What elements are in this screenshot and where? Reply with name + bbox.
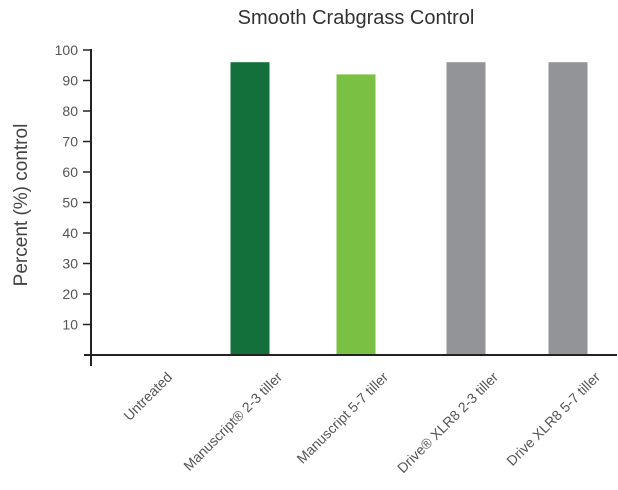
bar: [230, 62, 270, 355]
y-tick-label: 70: [62, 134, 78, 150]
chart-title: Smooth Crabgrass Control: [238, 7, 475, 29]
y-tick-label: 20: [62, 286, 78, 302]
y-tick-label: 80: [62, 103, 78, 119]
y-tick-label: 40: [62, 225, 78, 241]
bar: [336, 74, 376, 356]
y-tick-label: 50: [62, 195, 78, 211]
x-labels-group: Untreated Manuscript® 2-3 tiller Manuscrip…: [120, 369, 603, 476]
y-tick-label: 30: [62, 256, 78, 272]
x-category-label: Untreated: [120, 369, 175, 424]
bar: [548, 62, 588, 355]
y-tick-label: 100: [55, 42, 79, 58]
y-axis-label: Percent (%) control: [11, 124, 32, 287]
x-category-label: Manuscript 5-7 tiller: [293, 369, 391, 467]
x-category-label: Manuscript® 2-3 tiller: [180, 369, 285, 474]
x-category-label: Drive XLR8 5-7 tiller: [503, 369, 603, 469]
y-ticks-group: 10 20 30 40 50 60 70 80 90 100: [55, 42, 91, 333]
y-tick-label: 10: [62, 317, 78, 333]
y-tick-label: 60: [62, 164, 78, 180]
x-category-label: Drive® XLR8 2-3 tiller: [394, 369, 501, 476]
y-tick-label: 90: [62, 73, 78, 89]
bar: [446, 62, 486, 355]
bars-group: [230, 62, 588, 356]
